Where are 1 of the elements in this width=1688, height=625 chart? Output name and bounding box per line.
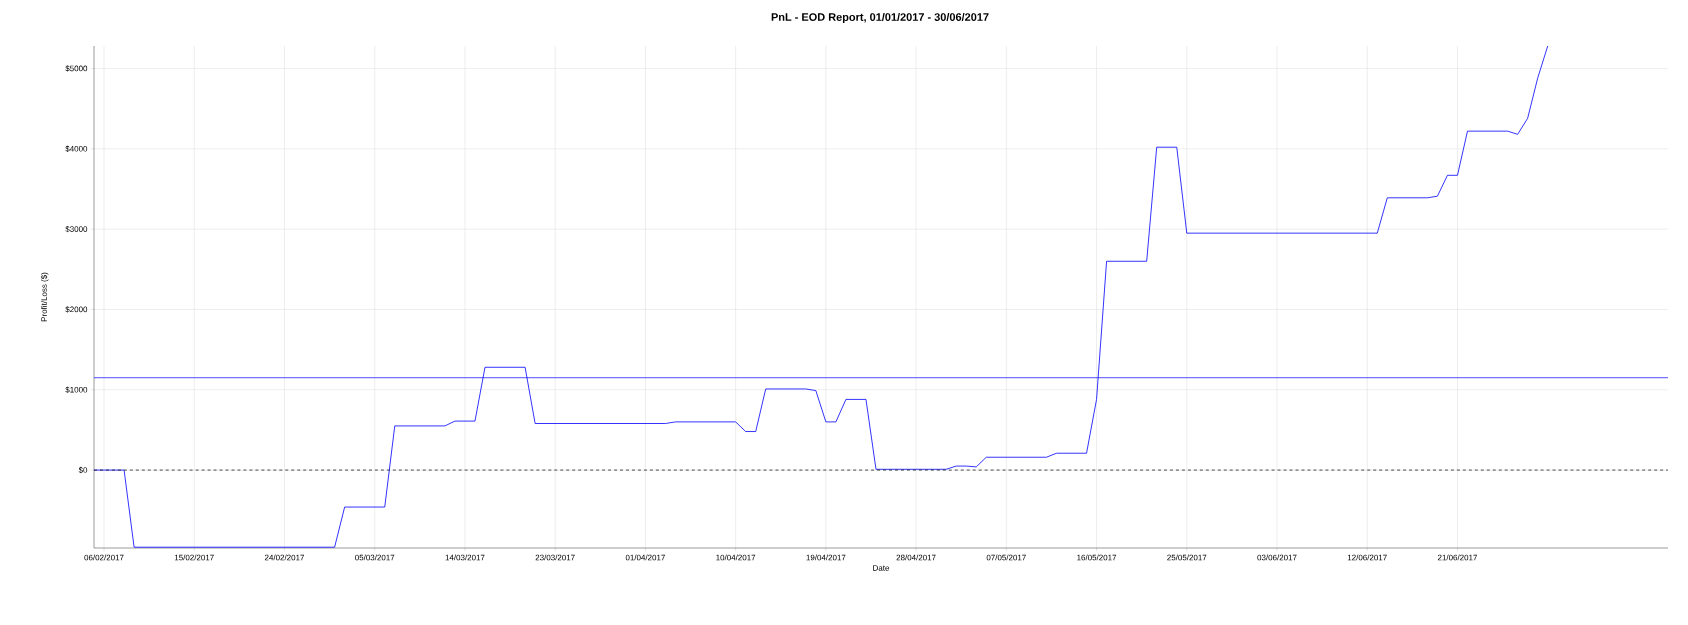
chart-title: PnL - EOD Report, 01/01/2017 - 30/06/2017 (771, 12, 989, 24)
